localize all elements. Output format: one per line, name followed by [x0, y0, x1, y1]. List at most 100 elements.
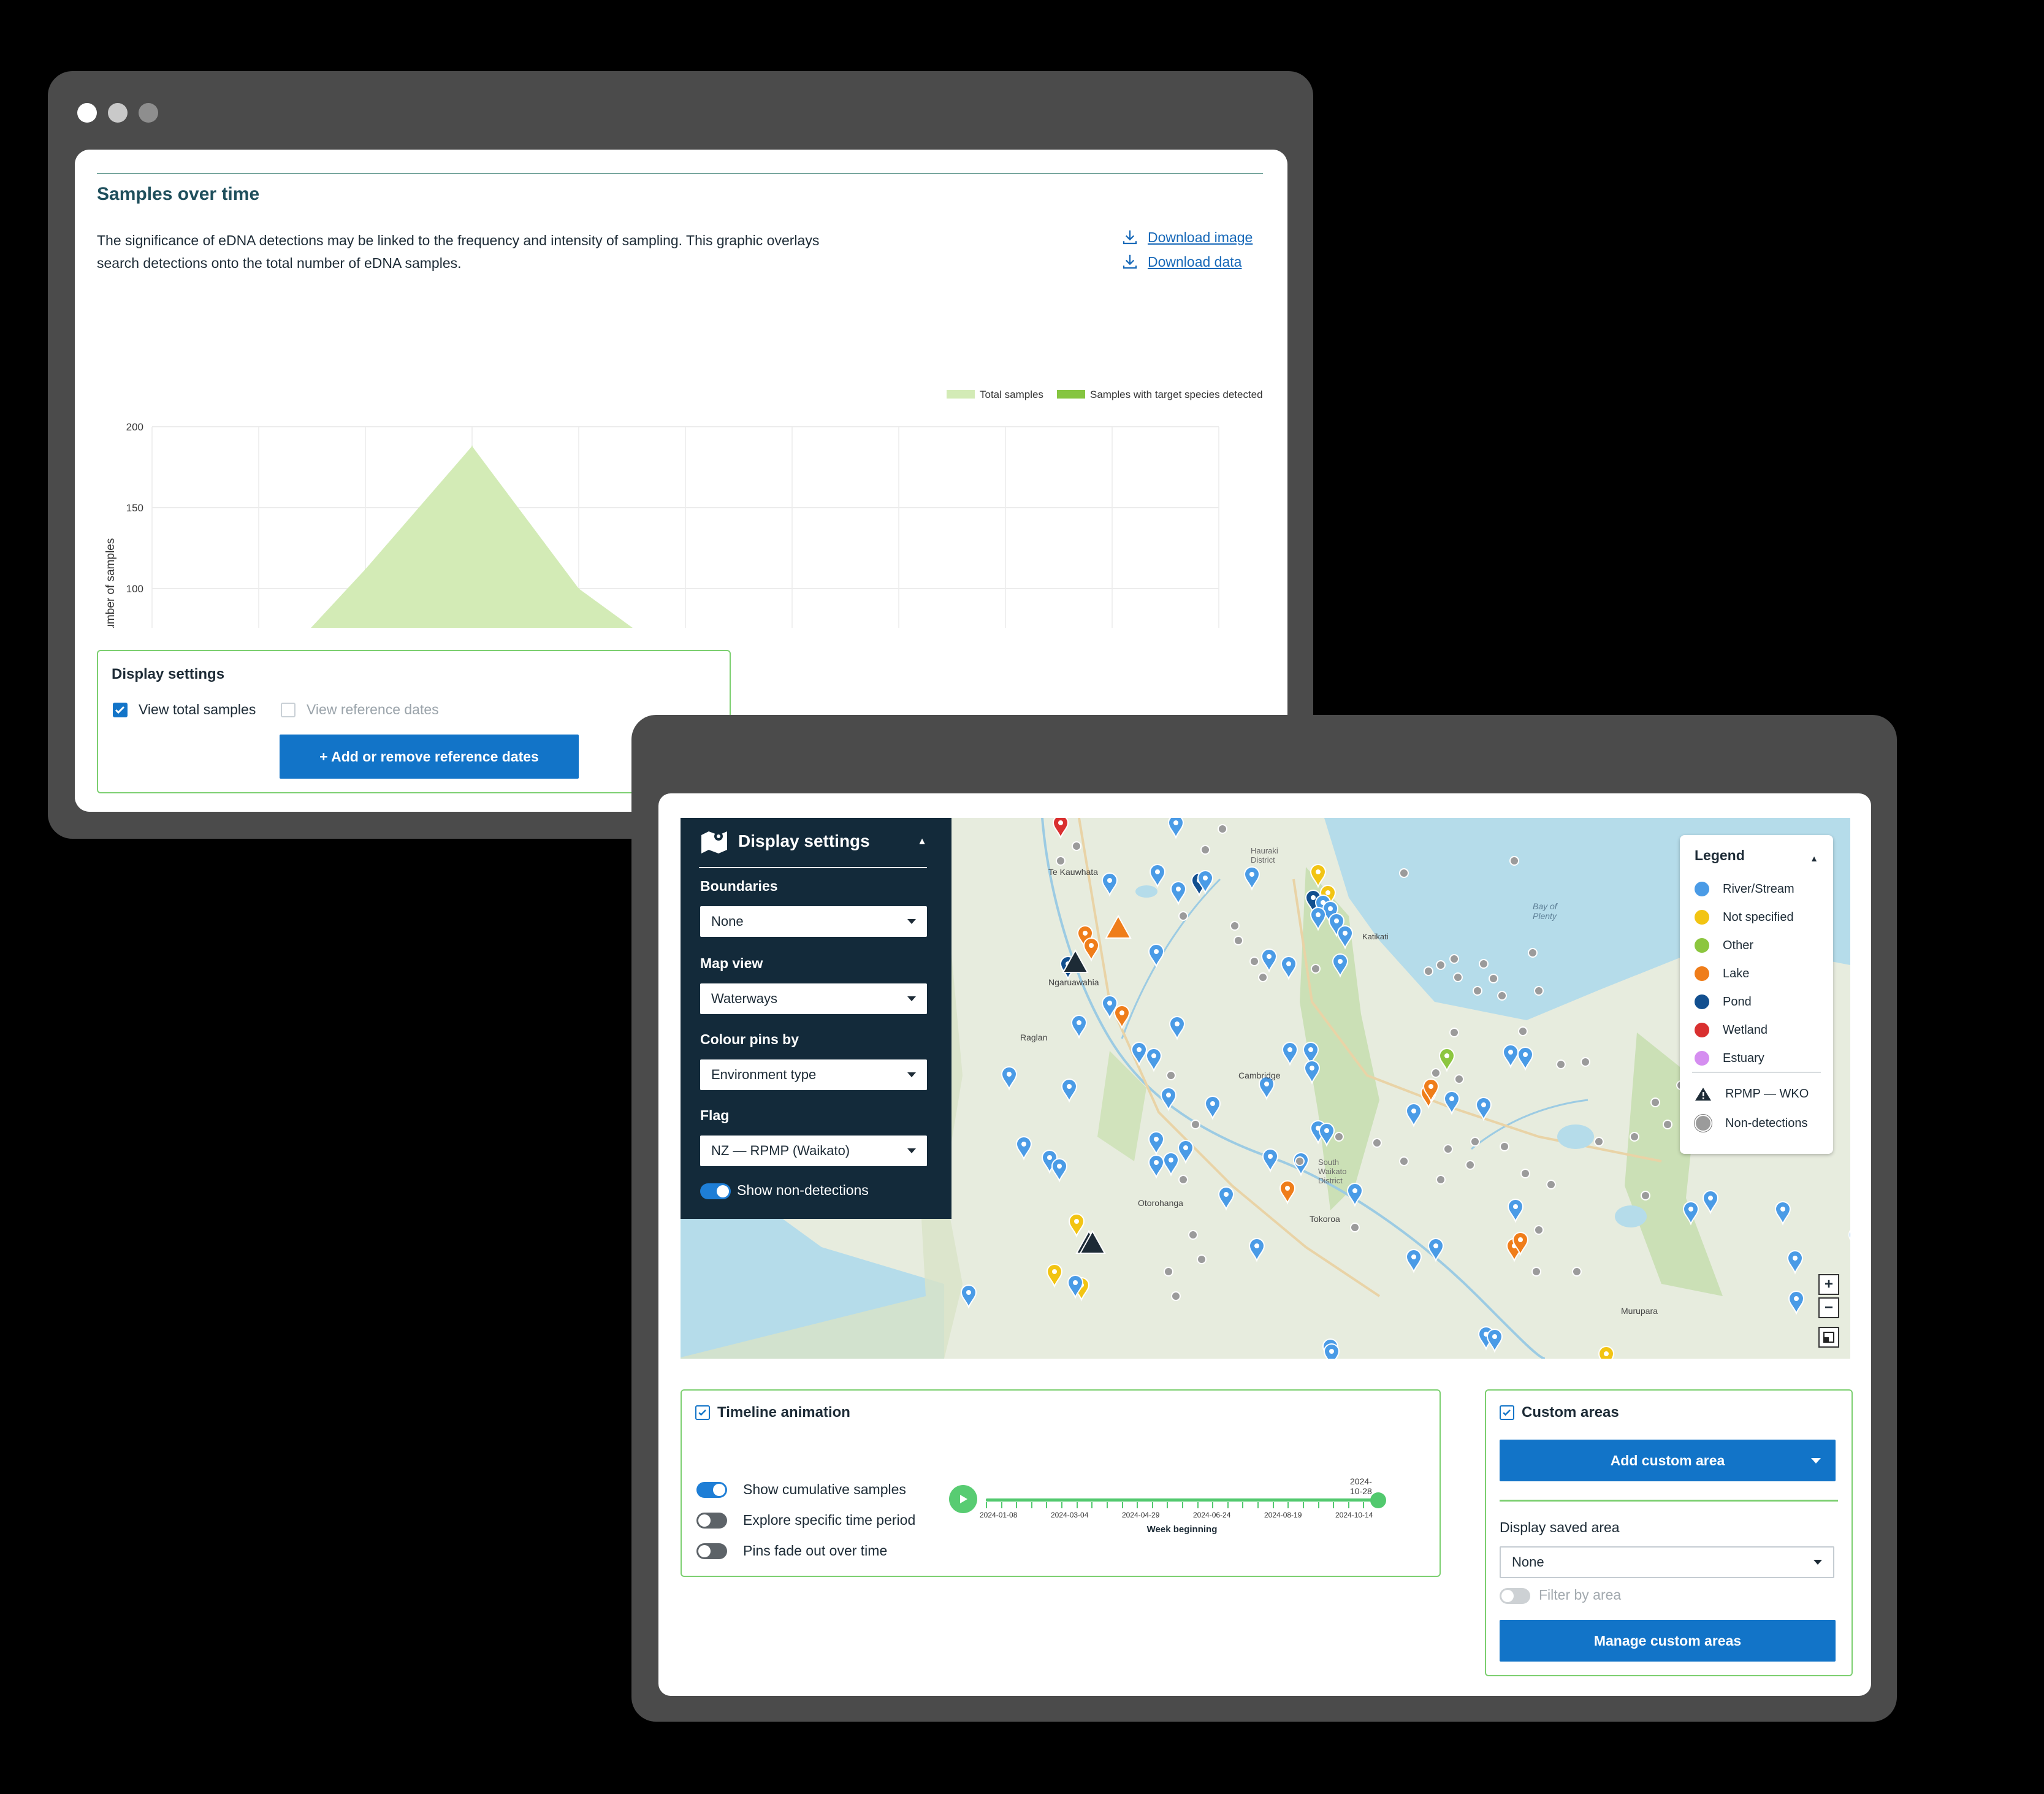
play-button[interactable] — [949, 1485, 977, 1513]
nondetection-marker[interactable] — [1258, 972, 1268, 982]
nondetection-marker[interactable] — [1164, 1267, 1173, 1277]
map-pin-icon[interactable] — [1486, 1329, 1503, 1353]
cumulative-toggle[interactable] — [696, 1481, 727, 1498]
manage-custom-areas-button[interactable]: Manage custom areas — [1500, 1620, 1836, 1662]
nondetection-marker[interactable] — [1594, 1137, 1604, 1147]
map-pin-icon[interactable] — [1169, 1016, 1186, 1040]
show-nondetections-toggle[interactable] — [700, 1183, 731, 1199]
map-pin-icon[interactable] — [1170, 881, 1187, 906]
window-dot-1[interactable] — [77, 103, 97, 123]
map-pin-icon[interactable] — [1001, 1066, 1018, 1091]
nondetection-marker[interactable] — [1424, 966, 1433, 976]
nondetection-marker[interactable] — [1518, 1026, 1528, 1036]
map-pin-icon[interactable] — [1443, 1091, 1460, 1115]
explore-period-toggle[interactable] — [696, 1512, 727, 1529]
custom-areas-checkbox[interactable] — [1500, 1405, 1514, 1420]
map-pin-icon[interactable] — [1177, 1140, 1194, 1164]
nondetection-marker[interactable] — [1311, 964, 1321, 974]
timeline-slider[interactable]: 2024-01-08 2024-03-04 2024-04-29 2024-06-24… — [980, 1476, 1386, 1550]
map-pin-icon[interactable] — [1070, 1015, 1088, 1039]
map-pin-icon[interactable] — [960, 1284, 977, 1309]
map-pin-icon[interactable] — [1422, 1078, 1440, 1103]
nondetection-marker[interactable] — [1056, 856, 1066, 866]
nondetection-marker[interactable] — [1531, 1267, 1541, 1277]
nondetection-marker[interactable] — [1500, 1142, 1509, 1151]
nondetection-marker[interactable] — [1200, 845, 1210, 855]
map-pin-icon[interactable] — [1248, 1238, 1265, 1262]
flag-select[interactable]: NZ — RPMP (Waikato) — [700, 1136, 927, 1166]
zoom-out-button[interactable]: − — [1818, 1297, 1839, 1318]
nondetection-marker[interactable] — [1453, 972, 1463, 982]
nondetection-marker[interactable] — [1454, 1074, 1464, 1084]
pins-fade-toggle[interactable] — [696, 1543, 727, 1559]
map-pin-icon[interactable] — [1149, 864, 1166, 888]
nondetection-marker[interactable] — [1178, 1175, 1188, 1185]
view-reference-dates-checkbox[interactable] — [281, 703, 296, 717]
map-pin-icon[interactable] — [1774, 1201, 1791, 1226]
nondetection-marker[interactable] — [1443, 1144, 1453, 1154]
map-pin-icon[interactable] — [1337, 925, 1354, 950]
download-image-link[interactable]: Download image — [1121, 228, 1253, 246]
map-pin-icon[interactable] — [1346, 1183, 1363, 1207]
map-pin-icon[interactable] — [1218, 1186, 1235, 1211]
nondetection-marker[interactable] — [1399, 1156, 1409, 1166]
map-pin-icon[interactable] — [1260, 949, 1278, 973]
filter-by-area-toggle[interactable] — [1500, 1588, 1530, 1604]
map-pin-icon[interactable] — [1502, 1044, 1519, 1069]
flag-warning-icon[interactable] — [1079, 1229, 1106, 1254]
nondetection-marker[interactable] — [1546, 1180, 1556, 1189]
nondetection-marker[interactable] — [1188, 1230, 1198, 1240]
map-pin-icon[interactable] — [1167, 818, 1184, 839]
map-pin-icon[interactable] — [1438, 1048, 1455, 1072]
timeline-checkbox[interactable] — [695, 1405, 710, 1420]
map-pin-icon[interactable] — [1243, 866, 1260, 891]
nondetection-marker[interactable] — [1479, 959, 1489, 969]
nondetection-marker[interactable] — [1509, 856, 1519, 866]
window-dot-3[interactable] — [139, 103, 158, 123]
map-pin-icon[interactable] — [1405, 1103, 1422, 1128]
map-pin-icon[interactable] — [1204, 1096, 1221, 1120]
map-pin-icon[interactable] — [1512, 1232, 1529, 1256]
map-pin-icon[interactable] — [1148, 1131, 1165, 1156]
nondetection-marker[interactable] — [1650, 1097, 1660, 1107]
nondetection-marker[interactable] — [1473, 986, 1482, 996]
nondetection-marker[interactable] — [1178, 911, 1188, 921]
nondetection-marker[interactable] — [1334, 1132, 1344, 1142]
add-reference-dates-button[interactable]: + Add or remove reference dates — [280, 735, 579, 779]
map-pin-icon[interactable] — [1310, 907, 1327, 931]
download-data-link[interactable]: Download data — [1121, 253, 1241, 271]
map-pin-icon[interactable] — [1051, 1158, 1068, 1183]
nondetection-marker[interactable] — [1399, 868, 1409, 878]
flag-warning-icon[interactable] — [1062, 949, 1089, 973]
map-pin-icon[interactable] — [1280, 956, 1297, 980]
map-pin-icon[interactable] — [1302, 1042, 1319, 1066]
nondetection-marker[interactable] — [1072, 841, 1081, 851]
nondetection-marker[interactable] — [1249, 956, 1259, 966]
window-dot-2[interactable] — [108, 103, 128, 123]
map-pin-icon[interactable] — [1507, 1199, 1524, 1223]
map-pin-icon[interactable] — [1068, 1213, 1085, 1238]
colour-pins-select[interactable]: Environment type — [700, 1059, 927, 1090]
map-pin-icon[interactable] — [1475, 1097, 1492, 1121]
map-pin-icon[interactable] — [1197, 870, 1214, 895]
map-pin-icon[interactable] — [1101, 872, 1118, 897]
map-pin-icon[interactable] — [1148, 944, 1165, 968]
add-custom-area-button[interactable]: Add custom area — [1500, 1440, 1836, 1481]
nondetection-marker[interactable] — [1166, 1071, 1176, 1080]
saved-area-select[interactable]: None — [1500, 1546, 1834, 1578]
nondetection-marker[interactable] — [1630, 1132, 1639, 1142]
map-pin-icon[interactable] — [1052, 818, 1069, 839]
map-pin-icon[interactable] — [1787, 1250, 1804, 1275]
nondetection-marker[interactable] — [1234, 936, 1243, 945]
nondetection-marker[interactable] — [1534, 1225, 1544, 1235]
nondetection-marker[interactable] — [1572, 1267, 1582, 1277]
map-pin-icon[interactable] — [1788, 1291, 1805, 1315]
nondetection-marker[interactable] — [1171, 1291, 1181, 1301]
nondetection-marker[interactable] — [1230, 921, 1240, 931]
map-pin-icon[interactable] — [1015, 1136, 1032, 1161]
nondetection-marker[interactable] — [1191, 1120, 1200, 1129]
nondetection-marker[interactable] — [1489, 974, 1498, 983]
nondetection-marker[interactable] — [1350, 1223, 1360, 1232]
fullscreen-button[interactable] — [1818, 1327, 1839, 1348]
nondetection-marker[interactable] — [1470, 1137, 1480, 1147]
